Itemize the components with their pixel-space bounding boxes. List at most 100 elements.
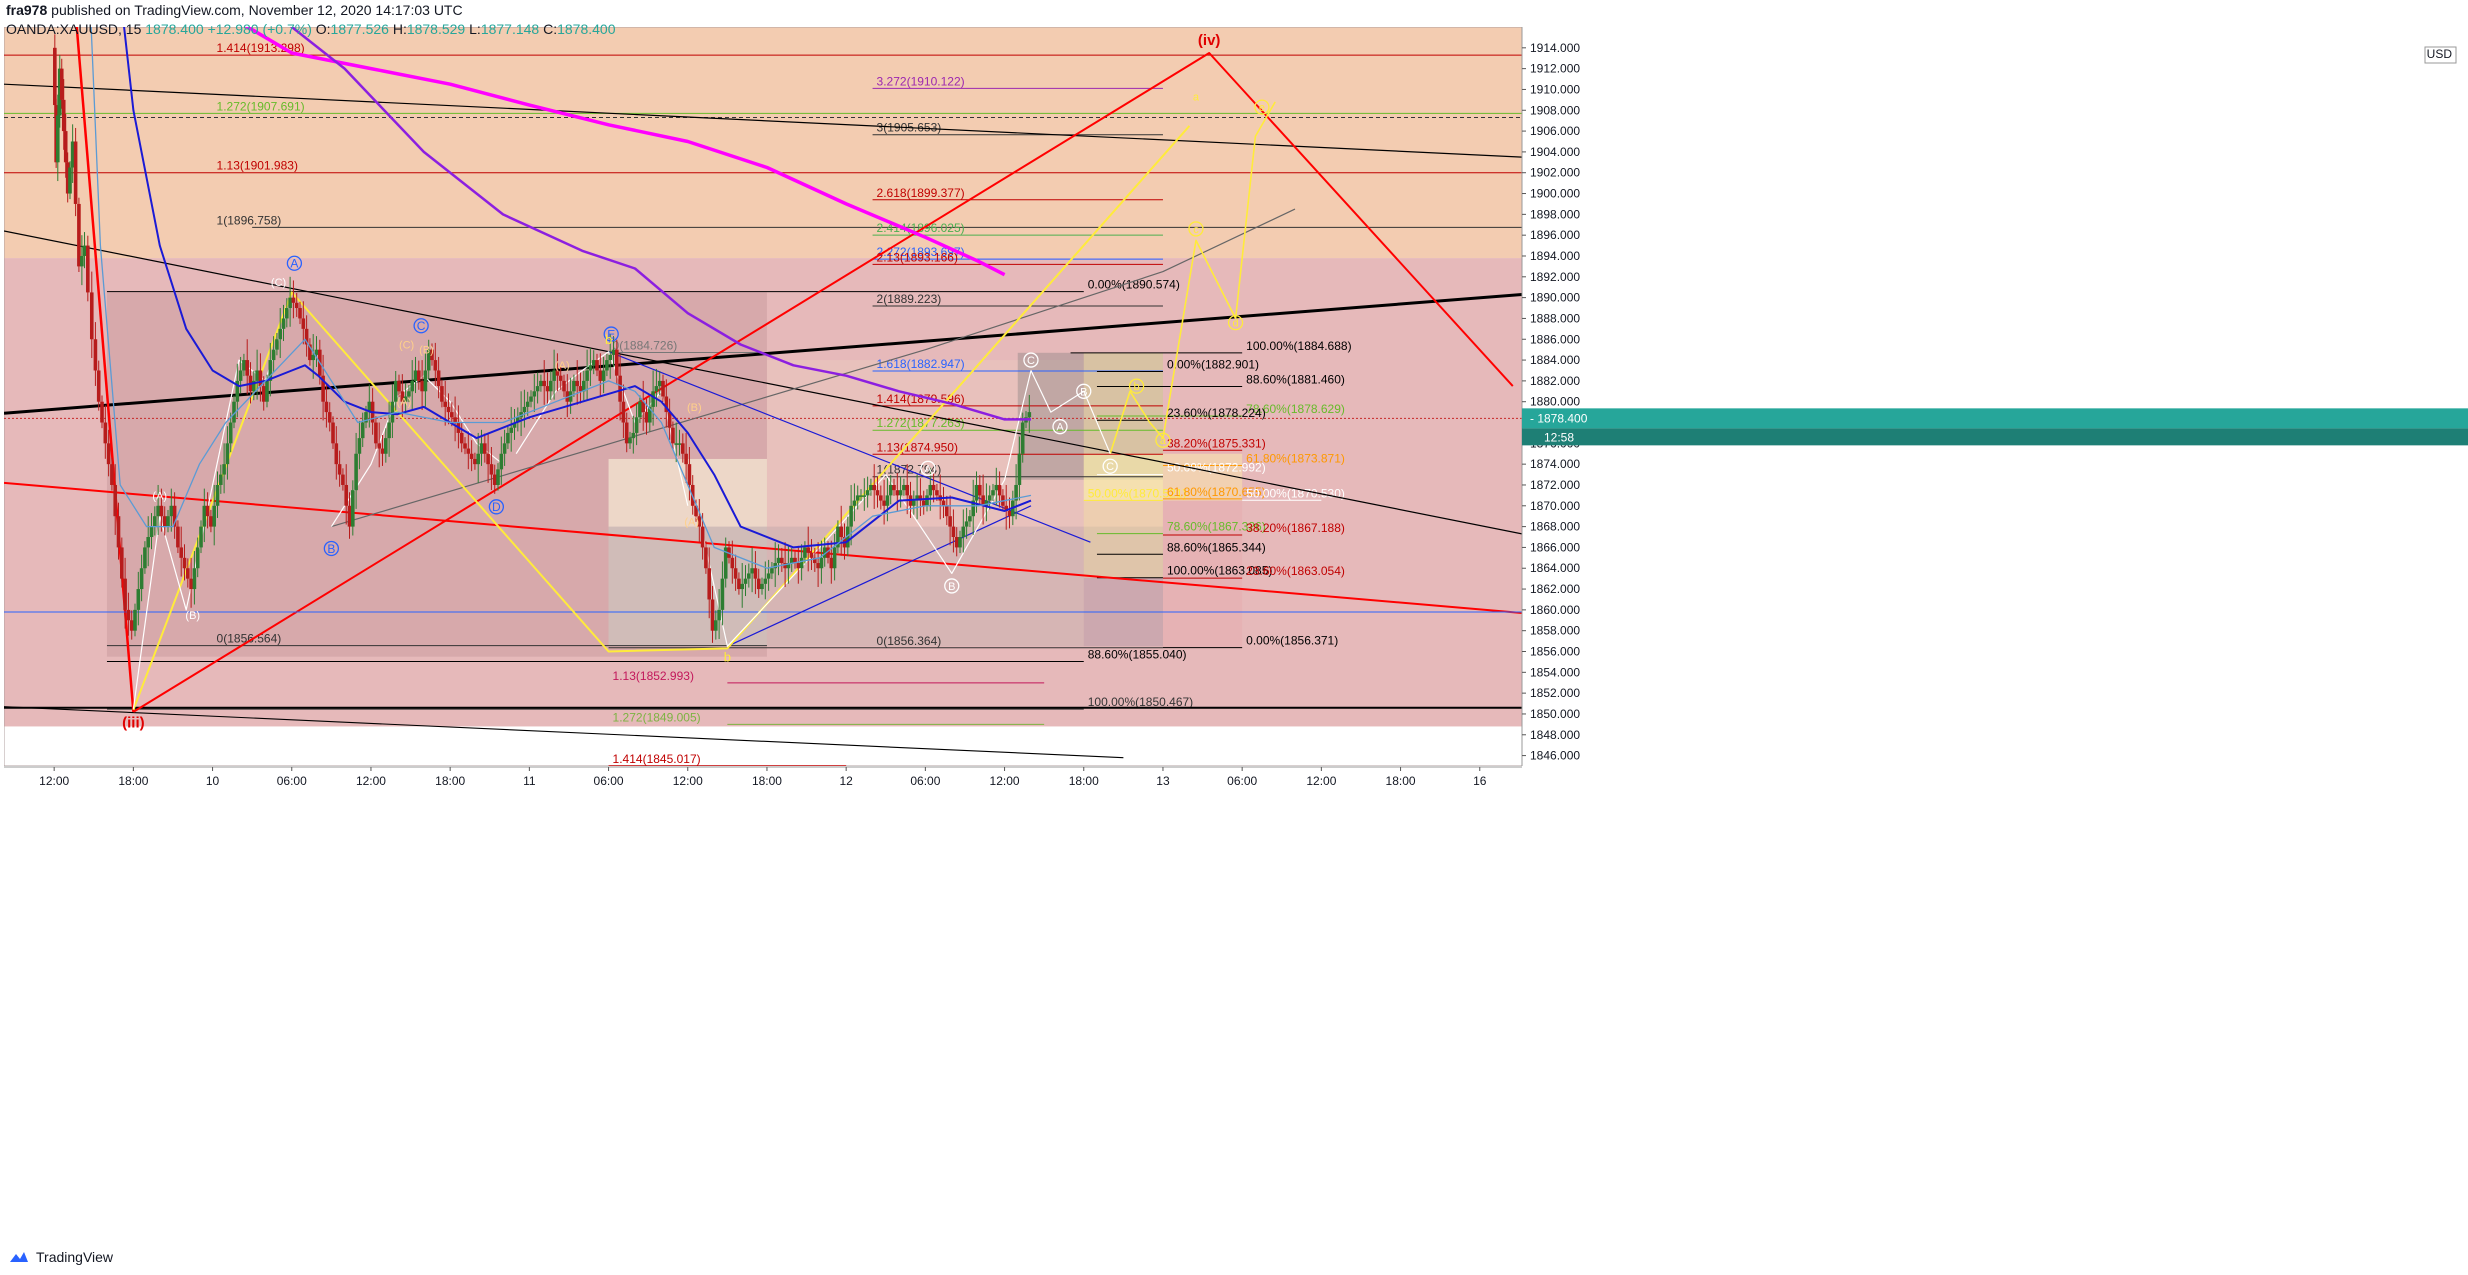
price-tick-label: 1846.000 <box>1530 749 1580 763</box>
candle-body <box>961 526 966 538</box>
candle-body <box>826 547 830 558</box>
fib-level-label: 38.20%(1875.331) <box>1167 436 1266 450</box>
wave-label: (iii) <box>122 715 145 732</box>
fib-level-label: 1.13(1874.950) <box>877 440 958 454</box>
wave-label: (B) <box>419 345 434 357</box>
candle-body <box>61 99 66 132</box>
candle-body <box>931 484 936 491</box>
candle-body <box>423 370 428 392</box>
last-price: 1878.400 <box>145 21 204 37</box>
candle-body <box>836 526 840 548</box>
candle-body <box>308 344 312 361</box>
candle-body <box>77 203 81 267</box>
candle-body <box>89 292 94 340</box>
time-axis[interactable]: 12:00 18:00 10 06:00 12:00 18:00 11 06:00 12:00 1… <box>0 766 1522 1275</box>
brand-label: TradingView <box>36 1249 114 1265</box>
candle-body <box>59 68 64 100</box>
candle-body <box>760 583 764 590</box>
candle-body <box>529 396 533 402</box>
candle-body <box>964 521 969 527</box>
candle-body <box>387 422 391 439</box>
candle-body <box>344 484 349 506</box>
price-tick-label: 1908.000 <box>1530 103 1580 117</box>
candle-body <box>694 505 698 517</box>
candle-body <box>86 245 90 293</box>
candle-body <box>697 516 702 527</box>
wave-label: (A) <box>555 360 570 372</box>
candle-body <box>215 484 220 506</box>
candle-body <box>162 516 167 527</box>
candle-body <box>304 328 309 345</box>
candle-body <box>921 500 926 506</box>
candle-body <box>819 557 824 569</box>
candle-body <box>413 370 418 381</box>
price-tick-label: 1914.000 <box>1530 41 1580 55</box>
candle-body <box>403 396 408 402</box>
candle-body <box>222 464 226 475</box>
candle-body <box>110 464 114 485</box>
fib-level-label: 1.13(1852.993) <box>613 669 694 683</box>
candle-body <box>367 401 372 413</box>
time-tick-label: 16 <box>1473 774 1487 788</box>
candle-body <box>796 563 801 569</box>
candle-body <box>281 318 286 329</box>
candle-body <box>393 380 398 402</box>
candle-body <box>733 568 738 579</box>
candle-body <box>499 453 504 470</box>
author-name[interactable]: fra978 <box>6 2 48 18</box>
wave-label: C <box>417 319 426 333</box>
candle-body <box>420 380 424 392</box>
time-tick-label: 18:00 <box>1386 774 1416 788</box>
price-tick-label: 1894.000 <box>1530 249 1580 263</box>
zone-rect <box>1162 449 1243 648</box>
last-price-tag[interactable] <box>1522 408 2468 429</box>
candle-body <box>294 302 299 309</box>
candle-body <box>126 609 131 621</box>
wave-label: a <box>1160 435 1167 447</box>
candle-body <box>974 484 979 501</box>
wave-label-circle <box>1188 221 1204 237</box>
candle-body <box>994 484 999 491</box>
candle-body <box>723 547 728 579</box>
candle-body <box>888 484 893 496</box>
price-axis[interactable]: 1846.000 1848.000 1850.000 1852.000 1854.000… <box>1521 27 2468 766</box>
candle-body <box>756 578 761 590</box>
currency-label: USD <box>2427 47 2453 61</box>
fib-level-label: 38.20%(1867.188) <box>1246 521 1345 535</box>
moving-average-line <box>244 27 1006 277</box>
candle-body <box>212 505 217 527</box>
candle-body <box>684 453 688 465</box>
candle-body <box>486 453 490 465</box>
wave-label-circle <box>920 460 936 476</box>
time-tick-label: 06:00 <box>1227 774 1257 788</box>
candle-body <box>971 500 976 517</box>
candle-body <box>82 245 87 256</box>
candle-body <box>199 526 203 548</box>
candle-body <box>123 578 127 610</box>
price-tick-label: 1856.000 <box>1530 645 1580 659</box>
fib-level-label: 23.60%(1863.054) <box>1246 564 1345 578</box>
candle-body <box>945 505 949 517</box>
symbol-label[interactable]: OANDA:XAUUSD, 15 <box>6 21 142 37</box>
candle-body <box>473 458 477 465</box>
candle-body <box>591 360 596 366</box>
candle-body <box>879 495 883 501</box>
candle-body <box>450 412 454 418</box>
price-tick-label: 1870.000 <box>1530 499 1580 513</box>
wave-label: b <box>1133 381 1139 393</box>
candle-body <box>710 599 715 631</box>
candle-body <box>545 386 550 392</box>
plot-area[interactable]: 1.414(1913.298) 3.272(1910.122) 1.272(1907… <box>4 0 1522 766</box>
chart-header: fra978 published on TradingView.com, Nov… <box>6 2 616 42</box>
low-label: L: <box>469 21 481 37</box>
candle-body <box>773 563 778 569</box>
candle-body <box>714 620 718 631</box>
price-tick-label: 1866.000 <box>1530 540 1580 554</box>
candle-body <box>737 578 741 590</box>
candle-body <box>63 131 68 163</box>
wave-label: b <box>724 649 731 664</box>
candle-body <box>912 500 916 506</box>
tradingview-footer[interactable]: TradingView <box>8 1249 113 1265</box>
candle-body <box>753 568 758 579</box>
